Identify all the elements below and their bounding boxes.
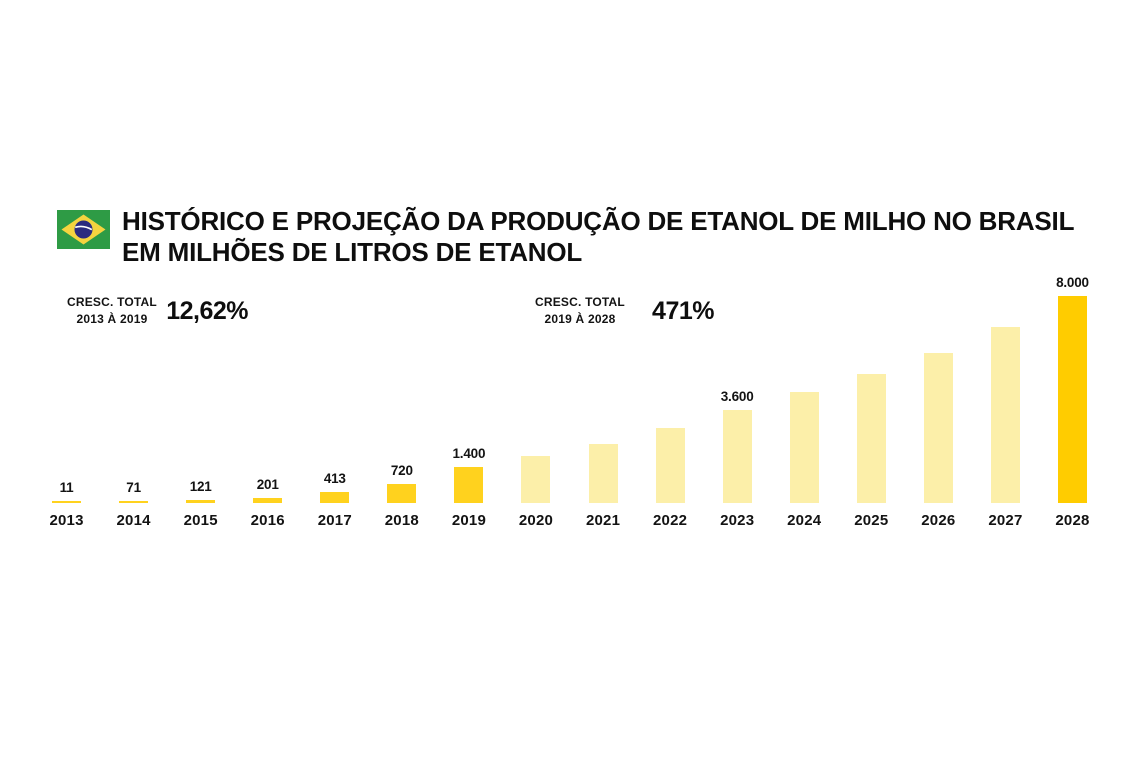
year-label-2013: 2013 [49,512,84,529]
bar-column-2017: 413 [301,263,368,503]
bar-2020 [521,456,551,503]
growth-box-value: 12,62% [166,296,248,325]
year-label-2018: 2018 [384,512,419,529]
header: HISTÓRICO E PROJEÇÃO DA PRODUÇÃO DE ETAN… [57,206,1102,268]
year-label-2014: 2014 [116,512,151,529]
year-label-2017: 2017 [317,512,352,529]
year-label-2016: 2016 [250,512,285,529]
bar-2024 [789,391,819,503]
chart-years: 2013 2014 2015 2016 2017 2018 2019 2020 2021 2022… [33,512,1106,532]
bar-value-label: 201 [256,476,279,492]
growth-box-label-line1: CRESC. TOTAL [67,295,157,309]
title-line-2: EM MILHÕES DE LITROS DE ETANOL [122,237,583,267]
bar-value-label: 1.400 [452,445,486,461]
bar-column-2018: 720 [368,263,435,503]
bar-column-2025 [838,263,905,503]
bar-column-2020 [502,263,569,503]
growth-box-2019-2028: CRESC. TOTAL 2019 À 2028 471% [525,285,728,337]
bar-2028 [1057,296,1087,503]
bar-column-2022 [637,263,704,503]
bar-2026 [923,352,953,503]
bar-2022 [655,427,685,503]
year-label-2025: 2025 [854,512,889,529]
bar-column-2013: 11 [33,263,100,503]
year-label-2021: 2021 [585,512,621,529]
page-title: HISTÓRICO E PROJEÇÃO DA PRODUÇÃO DE ETAN… [122,206,1102,268]
bar-value-label: 8.000 [1056,275,1089,290]
bar-column-2019: 1.400 [435,263,502,503]
bar-value-label: 71 [126,479,141,495]
bar-column-2027 [972,263,1039,503]
bar-2014 [119,500,149,503]
growth-box-value: 471% [652,296,714,325]
year-label-2015: 2015 [183,512,218,529]
bar-column-2021 [570,263,637,503]
bar-2019 [454,466,484,503]
bar-2027 [990,327,1020,503]
bar-2023 [722,409,752,503]
year-label-2026: 2026 [921,512,956,529]
year-label-2019: 2019 [451,512,486,529]
year-label-2028: 2028 [1055,512,1090,529]
title-line-1: HISTÓRICO E PROJEÇÃO DA PRODUÇÃO DE ETAN… [122,206,1075,236]
growth-box-label-line2: 2019 À 2028 [544,312,616,326]
bar-column-2024 [771,263,838,503]
year-label-2027: 2027 [988,512,1023,529]
year-label-2022: 2022 [653,512,688,529]
bar-column-2014: 71 [100,263,167,503]
bar-value-label: 413 [323,471,346,487]
year-label-2024: 2024 [787,512,822,529]
bar-column-2023: 3.600 [704,263,771,503]
bar-2018 [387,484,417,503]
brazil-flag-icon [57,210,110,249]
bar-2021 [588,443,618,503]
bar-value-label: 3.600 [720,388,754,404]
growth-box-label-line1: CRESC. TOTAL [535,295,625,309]
growth-box-label-line2: 2013 À 2019 [76,312,148,326]
bar-column-2028: 8.000 [1039,263,1106,503]
chart-bars: 11 71 121 201 413 720 1.400 3.600 8.000 [33,263,1106,503]
bar-column-2015: 121 [167,263,234,503]
growth-box-2013-2019: CRESC. TOTAL 2013 À 2019 12,62% [57,285,262,337]
bar-2016 [253,497,283,503]
bar-2017 [320,492,350,503]
bar-2013 [52,500,82,503]
growth-box-label: CRESC. TOTAL 2019 À 2028 [535,294,625,328]
year-label-2020: 2020 [518,512,554,529]
bar-value-label: 720 [390,463,413,479]
bar-column-2026 [905,263,972,503]
bar-column-2016: 201 [234,263,301,503]
year-label-2023: 2023 [720,512,755,529]
bar-2015 [186,499,216,503]
growth-box-label: CRESC. TOTAL 2013 À 2019 [67,294,157,328]
bar-2025 [856,373,886,503]
bar-value-label: 11 [59,479,74,495]
bar-value-label: 121 [189,478,212,494]
